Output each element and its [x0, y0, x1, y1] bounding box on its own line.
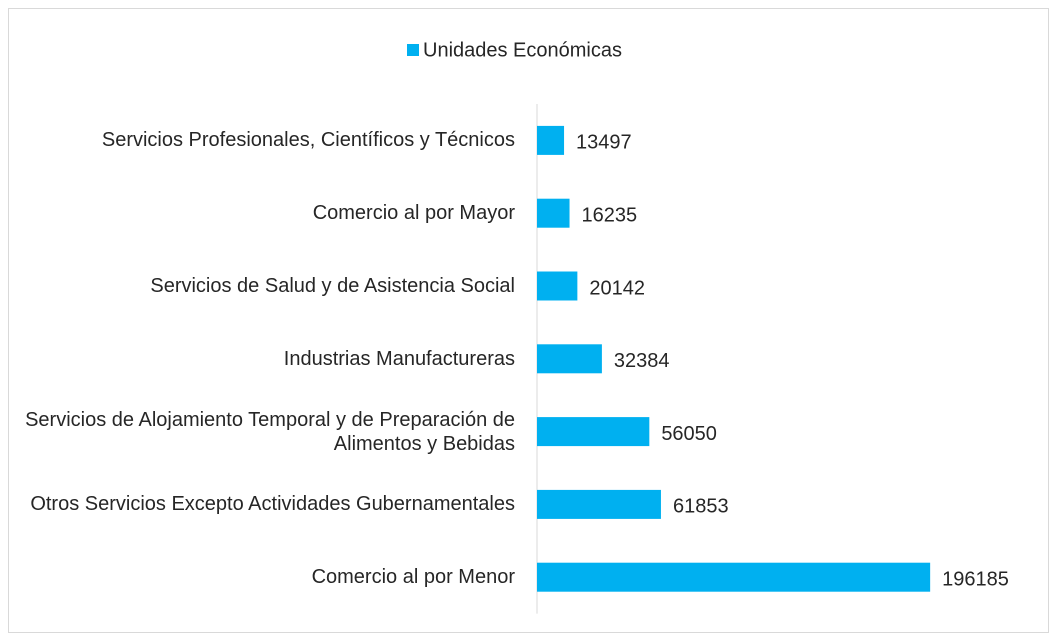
y-tick-label: Otros Servicios Excepto Actividades Gube… — [30, 493, 515, 516]
chart-frame — [8, 8, 1049, 633]
bar — [537, 562, 931, 592]
legend-swatch — [407, 44, 419, 56]
data-label: 196185 — [942, 568, 1009, 590]
y-tick-label: Servicios de Salud y de Asistencia Socia… — [150, 275, 515, 297]
data-label: 20142 — [589, 277, 645, 299]
bar — [537, 417, 650, 447]
bar — [537, 198, 570, 228]
data-label: 56050 — [661, 423, 717, 445]
legend-label: Unidades Económicas — [423, 39, 622, 61]
y-tick-label: Comercio al por Mayor — [312, 202, 515, 225]
y-tick-label: Industrias Manufactureras — [283, 347, 515, 370]
bar — [537, 271, 578, 301]
bar — [537, 125, 565, 155]
data-label: 13497 — [576, 132, 632, 154]
y-tick-label: Servicios de Alojamiento Temporal y de P… — [25, 408, 515, 455]
bar — [537, 344, 602, 374]
y-tick-label: Comercio al por Menor — [311, 566, 515, 589]
y-tick-label: Servicios Profesionales, Científicos y T… — [101, 129, 515, 152]
data-label: 16235 — [582, 204, 638, 226]
data-label: 32384 — [614, 350, 670, 372]
bar — [537, 489, 661, 519]
data-label: 61853 — [673, 496, 729, 518]
